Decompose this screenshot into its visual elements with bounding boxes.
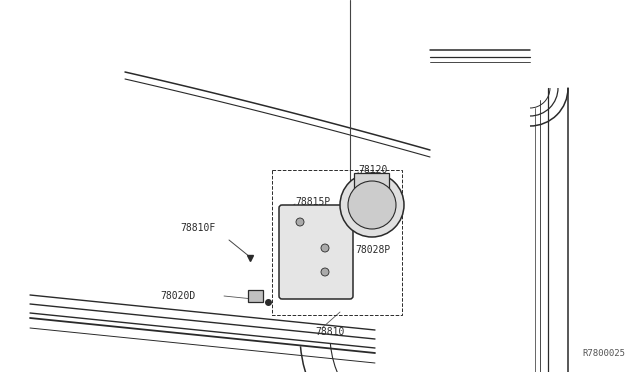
Text: 78028P: 78028P: [355, 245, 390, 255]
Text: 78020D: 78020D: [160, 291, 195, 301]
Bar: [272, 170, 402, 315]
Bar: [248, 290, 263, 302]
Circle shape: [348, 181, 396, 229]
Text: 78810F: 78810F: [180, 223, 215, 233]
Circle shape: [321, 268, 329, 276]
Circle shape: [340, 173, 404, 237]
Bar: [354, 173, 389, 190]
Text: R7800025: R7800025: [582, 349, 625, 358]
Text: 78120: 78120: [358, 165, 387, 175]
Circle shape: [321, 244, 329, 252]
FancyBboxPatch shape: [279, 205, 353, 299]
Text: 78810: 78810: [315, 327, 344, 337]
Text: 78815P: 78815P: [295, 197, 330, 207]
Circle shape: [296, 218, 304, 226]
